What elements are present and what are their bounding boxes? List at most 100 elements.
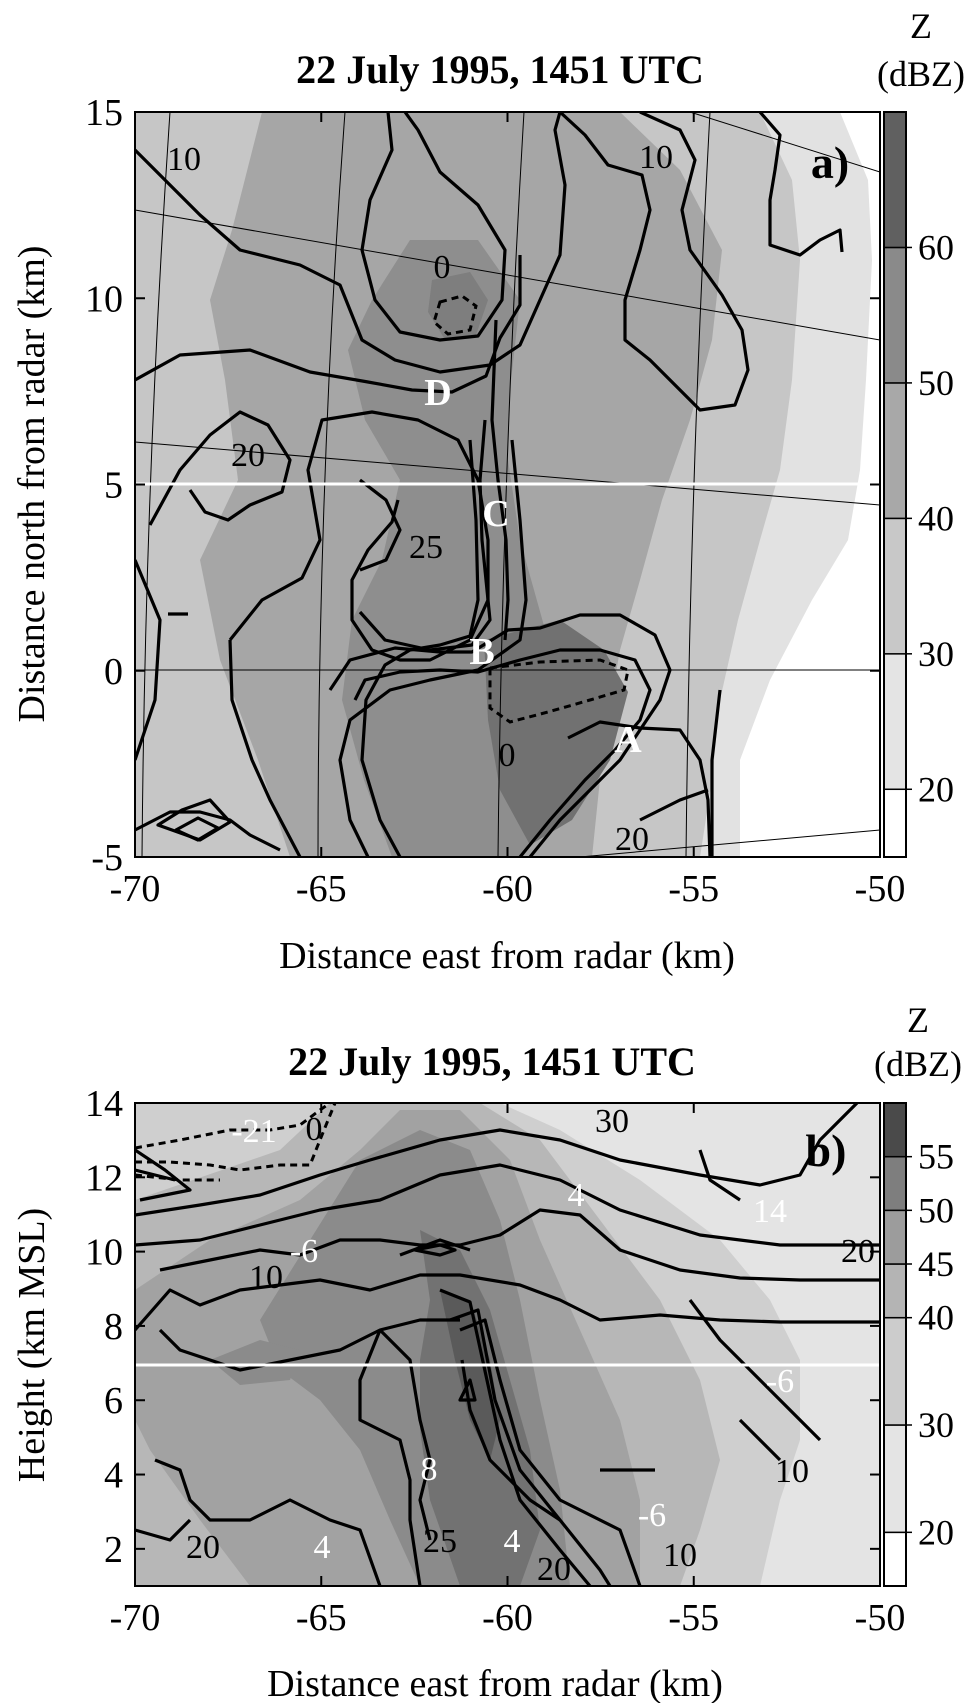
contour-label: 4: [568, 1177, 585, 1214]
contour-label: 0: [306, 1111, 323, 1148]
panel-a-point-labels: D C B A: [424, 372, 642, 761]
x-tick-label: -70: [110, 868, 161, 910]
colorbar-tick-label: 50: [918, 363, 954, 403]
panel-b: 22 July 1995, 1451 UTC: [11, 1000, 962, 1703]
contour-label: 0: [499, 737, 516, 774]
point-label-c: C: [482, 493, 509, 535]
y-tick-label: 8: [104, 1306, 123, 1348]
point-label-b: B: [469, 631, 494, 673]
colorbar-a-units: (dBZ): [877, 54, 965, 94]
colorbar-tick-label: 30: [918, 634, 954, 674]
colorbar-segment: [883, 1155, 907, 1212]
x-tick-label: -60: [482, 1597, 533, 1639]
panel-b-xlabel: Distance east from radar (km): [267, 1663, 723, 1703]
panel-a-label: a): [811, 137, 849, 188]
y-tick-label: 10: [85, 1232, 123, 1274]
x-tick-label: -70: [110, 1597, 161, 1639]
contour-label: 25: [423, 1523, 457, 1560]
colorbar-tick-label: 55: [918, 1137, 954, 1177]
contour-label: 14: [753, 1193, 787, 1230]
colorbar-frame: [883, 1102, 907, 1587]
panel-b-dashed-contours: [135, 1103, 337, 1182]
x-tick-label: -55: [668, 868, 719, 910]
panel-b-label: b): [806, 1125, 847, 1176]
y-tick-label: 12: [85, 1157, 123, 1199]
colorbar-tick-label: 20: [918, 769, 954, 809]
colorbar-segment: [883, 788, 907, 858]
y-tick-label: 0: [104, 651, 123, 693]
colorbar-tick-label: 50: [918, 1190, 954, 1230]
colorbar-tick-label: 60: [918, 227, 954, 267]
contour-label: 10: [663, 1537, 697, 1574]
colorbar-tick-label: 20: [918, 1512, 954, 1552]
colorbar-segment: [883, 1263, 907, 1319]
colorbar-segment: [883, 382, 907, 520]
colorbar-segment: [883, 1316, 907, 1426]
colorbar-segment: [883, 111, 907, 249]
contour-label: 10: [249, 1259, 283, 1296]
contour-label: 25: [409, 529, 443, 566]
y-tick-label: 6: [104, 1380, 123, 1422]
y-tick-label: 10: [85, 278, 123, 320]
contour-label: -6: [766, 1363, 794, 1400]
contour-label: -6: [638, 1497, 666, 1534]
contour-label: 0: [434, 249, 451, 286]
contour-label: -21: [231, 1113, 276, 1150]
panel-b-title: 22 July 1995, 1451 UTC: [288, 1039, 696, 1084]
contour-label: 4: [314, 1529, 331, 1566]
colorbar-tick-label: 45: [918, 1244, 954, 1284]
point-label-d: D: [424, 372, 451, 414]
contour-label: 20: [841, 1233, 875, 1270]
colorbar-segment: [883, 1424, 907, 1534]
contour-label: 20: [231, 437, 265, 474]
x-tick-label: -60: [482, 868, 533, 910]
x-tick-label: -65: [296, 1597, 347, 1639]
panel-b-contours: [135, 1103, 880, 1586]
contour-label: 10: [775, 1453, 809, 1490]
panel-a-title: 22 July 1995, 1451 UTC: [296, 47, 704, 92]
colorbar-tick-label: 40: [918, 498, 954, 538]
y-tick-label: 5: [104, 465, 123, 507]
contour-label: -6: [290, 1233, 318, 1270]
panel-a: 22 July 1995, 1451 UTC: [11, 6, 965, 977]
colorbar-a-label: Z: [910, 6, 932, 46]
colorbar-segment: [883, 653, 907, 791]
colorbar-segment: [883, 1102, 907, 1158]
panel-b-contour-labels: -21 0 30 4 14 20 -6 10 -6 10 8 -6 25 4 2…: [186, 1103, 875, 1588]
contour-label: 8: [421, 1451, 438, 1488]
panel-b-ylabel: Height (km MSL): [11, 1208, 53, 1482]
panel-a-colorbar: Z (dBZ) 20 30 40 50 60: [877, 6, 965, 858]
contour-label: 4: [504, 1523, 521, 1560]
y-tick-label: 15: [85, 92, 123, 134]
colorbar-segment: [883, 1531, 907, 1587]
contour-label: 10: [639, 139, 673, 176]
panel-b-colorbar: Z (dBZ) 20 30 40 45 50 55: [874, 1000, 962, 1587]
contour-label: 30: [595, 1103, 629, 1140]
colorbar-tick-label: 30: [918, 1405, 954, 1445]
x-tick-label: -65: [296, 868, 347, 910]
colorbar-segment: [883, 517, 907, 655]
y-tick-label: 2: [104, 1529, 123, 1571]
y-tick-label: 4: [104, 1455, 123, 1497]
contour-label: 10: [167, 141, 201, 178]
panel-b-reflectivity-field: [135, 1103, 880, 1586]
colorbar-b-units: (dBZ): [874, 1044, 962, 1084]
point-label-a: A: [614, 719, 642, 761]
panel-a-xlabel: Distance east from radar (km): [279, 935, 735, 977]
colorbar-frame: [883, 111, 907, 858]
contour-label: 20: [615, 821, 649, 858]
panel-a-ylabel: Distance north from radar (km): [11, 246, 53, 723]
x-tick-label: -55: [668, 1597, 719, 1639]
colorbar-segment: [883, 246, 907, 384]
y-tick-label: -5: [91, 837, 123, 879]
x-tick-label: -50: [855, 868, 906, 910]
x-tick-label: -50: [855, 1597, 906, 1639]
colorbar-tick-label: 40: [918, 1298, 954, 1338]
panel-a-range-rings: [135, 112, 880, 857]
colorbar-segment: [883, 1209, 907, 1265]
panel-a-contours: [135, 112, 844, 857]
contour-label: 20: [537, 1551, 571, 1588]
